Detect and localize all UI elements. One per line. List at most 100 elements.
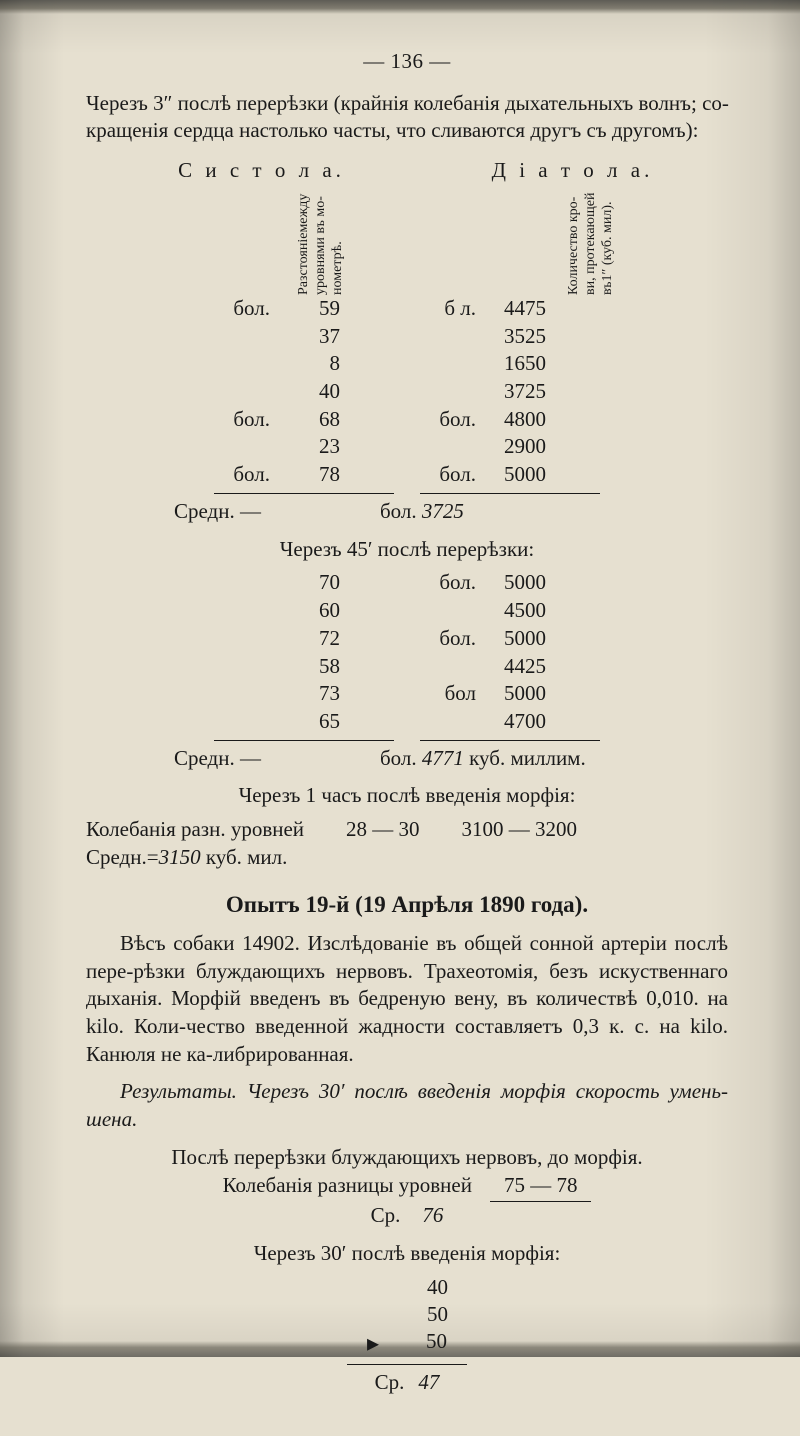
table-row: бол.59 б л.4475 <box>86 295 728 323</box>
line-koleb2: Колебанія разницы уровней 75 — 78 <box>86 1172 728 1203</box>
table-2-mean-marker: бол. <box>380 746 422 770</box>
cell-right: 4425 <box>420 653 600 681</box>
value: 50 <box>388 1301 448 1328</box>
value: 1650 <box>476 350 546 378</box>
cell-left: 23 <box>214 433 394 461</box>
table-row: 70бол.5000 <box>86 569 728 597</box>
table-row: бол.78бол.5000 <box>86 461 728 489</box>
marker <box>214 708 270 736</box>
lead-paragraph: Черезъ 3″ послѣ перерѣзки (крайнія колеб… <box>86 90 728 145</box>
marker <box>214 597 270 625</box>
marker <box>214 680 270 708</box>
cell-right: б л.4475 <box>420 295 600 323</box>
table-row: бол.68бол.4800 <box>86 406 728 434</box>
cell-left: 58 <box>214 653 394 681</box>
value: 59 <box>270 295 340 323</box>
cell-left: 8 <box>214 350 394 378</box>
cell-right: 4700 <box>420 708 600 736</box>
line-sr-label: Ср. <box>371 1202 401 1230</box>
value: 4800 <box>476 406 546 434</box>
table-1-mean-marker: бол. <box>380 499 417 523</box>
value: 5000 <box>476 625 546 653</box>
marker <box>214 323 270 351</box>
table-row: 58 4425 <box>86 653 728 681</box>
value: 5000 <box>476 461 546 489</box>
marker: бол. <box>420 461 476 489</box>
marker: бол. <box>214 406 270 434</box>
cell-left: 40 <box>214 378 394 406</box>
page-content: — 136 — Черезъ 3″ послѣ перерѣзки (крайн… <box>0 0 800 1436</box>
cell-left: 72 <box>214 625 394 653</box>
table-row: 40 <box>297 1274 517 1301</box>
line-koleb2-label: Колебанія разницы уровней <box>223 1172 472 1203</box>
marker <box>420 708 476 736</box>
table-3-mean-label: Ср. <box>375 1369 405 1396</box>
table-3-mean: Ср. 47 <box>297 1369 517 1396</box>
para-results-label: Результаты. <box>120 1079 237 1103</box>
table-row: 654700 <box>86 708 728 736</box>
cell-left: 73 <box>214 680 394 708</box>
value: 60 <box>270 597 340 625</box>
column-headers: С и с т о л а. Д і а т о л а. <box>86 157 728 185</box>
cell-left: 60 <box>214 597 394 625</box>
cell-left: 37 <box>214 323 394 351</box>
marker <box>420 350 476 378</box>
line-sredn: Средн.=3150 куб. мил. <box>86 844 728 872</box>
value: 58 <box>270 653 340 681</box>
marker <box>214 433 270 461</box>
value: 5000 <box>476 680 546 708</box>
cell-left: 70 <box>214 569 394 597</box>
line-kolebania: Колебанія разн. уровней 28 — 30 3100 — 3… <box>86 816 728 844</box>
value: 70 <box>270 569 340 597</box>
cell-right: 4500 <box>420 597 600 625</box>
marker <box>214 625 270 653</box>
brace-icon: ▸ <box>367 1329 379 1360</box>
table-row: 50 <box>297 1301 517 1328</box>
value: 4500 <box>476 597 546 625</box>
value: 68 <box>270 406 340 434</box>
para-weight: Вѣсъ собаки 14902. Изслѣдованіе въ общей… <box>86 930 728 1069</box>
cell-left: бол.78 <box>214 461 394 489</box>
value: 23 <box>270 433 340 461</box>
line-koleb2-values: 75 — 78 <box>490 1172 592 1203</box>
cell-right: 3525 <box>420 323 600 351</box>
value: 72 <box>270 625 340 653</box>
marker <box>420 378 476 406</box>
page-number: — 136 — <box>86 48 728 76</box>
value: 50 <box>387 1328 447 1359</box>
table-row: 40 3725 <box>86 378 728 406</box>
value: 40 <box>388 1274 448 1301</box>
vlabel-right: Количество кро- ви, протекающей въ1″ (ку… <box>566 192 616 295</box>
marker: бол. <box>214 461 270 489</box>
table-row: 72бол.5000 <box>86 625 728 653</box>
value: 37 <box>270 323 340 351</box>
marker: бол. <box>420 406 476 434</box>
marker <box>214 350 270 378</box>
marker: бол. <box>420 569 476 597</box>
line-sr: Ср. 76 <box>86 1202 728 1230</box>
marker <box>420 323 476 351</box>
vertical-labels: Разстояніемежду уровнями въ мо- нометрѣ.… <box>86 187 728 295</box>
marker <box>214 569 270 597</box>
table-3-rule <box>347 1364 467 1365</box>
line-sr-value: 76 <box>422 1202 443 1230</box>
marker <box>214 378 270 406</box>
table-2-rule <box>86 736 728 745</box>
value: 73 <box>270 680 340 708</box>
para-results: Результаты. Черезъ 30′ послѣ введенія мо… <box>86 1078 728 1133</box>
table-row: 60 4500 <box>86 597 728 625</box>
cell-left: бол.59 <box>214 295 394 323</box>
cell-right: 2900 <box>420 433 600 461</box>
marker <box>420 653 476 681</box>
table-2-mean: Средн. — бол. 4771 куб. миллим. <box>86 745 728 773</box>
table-2: 70бол.500060450072бол.500058442573бол500… <box>86 569 728 772</box>
table-row: 23 2900 <box>86 433 728 461</box>
col-head-right: Д і а т о л а. <box>417 157 728 185</box>
value: 4700 <box>476 708 546 736</box>
table-row: ▸ 50 <box>297 1328 517 1359</box>
marker <box>214 653 270 681</box>
value: 3525 <box>476 323 546 351</box>
cell-right: 3725 <box>420 378 600 406</box>
subhead-1: Черезъ 45′ послѣ перерѣзки: <box>86 536 728 564</box>
table-1-mean-value: 3725 <box>422 499 464 523</box>
